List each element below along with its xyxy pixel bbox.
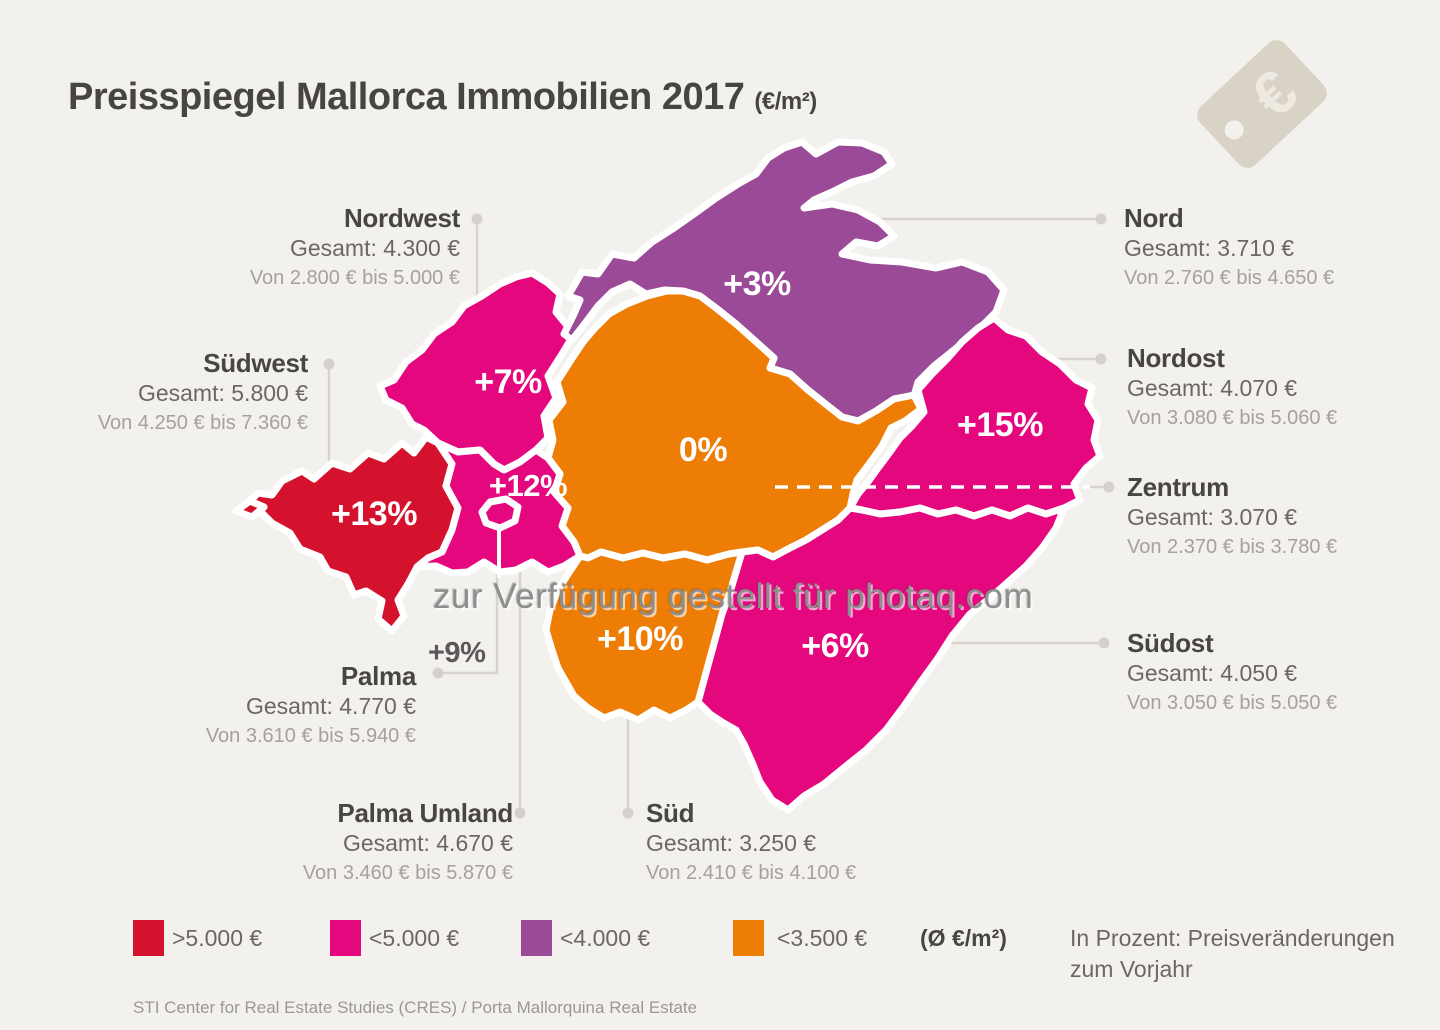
region-total: Gesamt: 5.800 € xyxy=(137,380,308,407)
region-total: Gesamt: 3.710 € xyxy=(1124,235,1295,262)
region-range: Von 2.800 € bis 5.000 € xyxy=(249,266,460,289)
connector-dots xyxy=(323,213,1115,819)
legend-label-orange: <3.500 € xyxy=(777,925,868,951)
region-label-palma: Palma Gesamt: 4.770 € Von 3.610 € bis 5.… xyxy=(206,661,416,748)
region-range: Von 2.410 € bis 4.100 € xyxy=(646,861,857,884)
region-range: Von 2.760 € bis 4.650 € xyxy=(1124,266,1335,289)
legend-label-purple: <4.000 € xyxy=(560,925,651,951)
legend-percent-note: In Prozent: Preisveränderungen zum Vorja… xyxy=(1070,925,1395,983)
dot-suedwest xyxy=(323,358,335,370)
region-name: Nordwest xyxy=(343,203,460,233)
pct-suedost: +6% xyxy=(801,627,869,665)
legend-average-unit: (Ø €/m²) xyxy=(920,925,1007,951)
region-range: Von 3.080 € bis 5.060 € xyxy=(1127,406,1338,429)
region-label-palma-umland: Palma Umland Gesamt: 4.670 € Von 3.460 €… xyxy=(303,798,513,885)
pct-nordost: +15% xyxy=(957,406,1043,444)
map-region-dragonera-islet xyxy=(232,497,268,521)
dot-nordost xyxy=(1095,353,1107,365)
region-total: Gesamt: 4.300 € xyxy=(289,235,460,262)
page-title-text: Preisspiegel Mallorca Immobilien 2017 xyxy=(68,76,745,118)
region-total: Gesamt: 3.250 € xyxy=(646,830,817,857)
connector-palma xyxy=(442,540,499,675)
legend-swatch-purple xyxy=(521,920,552,956)
dot-suedost xyxy=(1098,637,1110,649)
dot-palma-umland xyxy=(514,807,526,819)
dot-palma xyxy=(432,667,444,679)
region-label-sued: Süd Gesamt: 3.250 € Von 2.410 € bis 4.10… xyxy=(646,798,856,885)
region-name: Palma xyxy=(340,661,416,691)
region-range: Von 4.250 € bis 7.360 € xyxy=(97,411,308,434)
legend-label-pink: <5.000 € xyxy=(369,925,460,951)
pct-palma: +9% xyxy=(428,637,486,669)
page-title: Preisspiegel Mallorca Immobilien 2017 (€… xyxy=(68,76,817,119)
legend-swatch-pink xyxy=(330,920,361,956)
region-name: Südwest xyxy=(203,348,308,378)
dot-nord xyxy=(1095,213,1107,225)
region-name: Palma Umland xyxy=(337,798,513,828)
price-tag-hole xyxy=(1224,120,1244,140)
region-range: Von 3.460 € bis 5.870 € xyxy=(302,861,513,884)
dot-nordwest xyxy=(471,213,483,225)
legend-label-red: >5.000 € xyxy=(172,925,263,951)
region-total: Gesamt: 4.770 € xyxy=(245,693,416,720)
map-overlays xyxy=(497,485,1104,578)
pct-zentrum: 0% xyxy=(679,431,727,469)
region-label-suedwest: Südwest Gesamt: 5.800 € Von 4.250 € bis … xyxy=(98,348,308,435)
region-range: Von 2.370 € bis 3.780 € xyxy=(1127,535,1338,558)
region-total: Gesamt: 4.070 € xyxy=(1127,375,1298,402)
map-region-suedost xyxy=(694,504,1068,814)
region-total: Gesamt: 3.070 € xyxy=(1127,504,1298,531)
region-name: Südost xyxy=(1127,628,1214,658)
legend-swatch-orange xyxy=(733,920,764,956)
pct-nordwest: +7% xyxy=(474,363,542,401)
map-region-suedwest xyxy=(244,433,462,635)
map-regions xyxy=(232,138,1104,814)
dot-sued xyxy=(622,807,634,819)
region-name: Nordost xyxy=(1127,343,1225,373)
euro-price-tag-icon: € xyxy=(1197,40,1327,168)
region-range: Von 3.050 € bis 5.050 € xyxy=(1127,691,1338,714)
page-title-unit: (€/m²) xyxy=(754,88,817,115)
pct-palma-umland: +12% xyxy=(489,468,567,503)
pct-suedwest: +13% xyxy=(331,495,417,533)
dot-zentrum xyxy=(1103,481,1115,493)
region-label-suedost: Südost Gesamt: 4.050 € Von 3.050 € bis 5… xyxy=(1127,628,1337,715)
region-name: Nord xyxy=(1124,203,1184,233)
region-name: Süd xyxy=(646,798,695,828)
pct-sued: +10% xyxy=(597,620,683,658)
watermark: zur Verfügung gestellt für photaq.com xyxy=(433,577,1034,616)
map-region-sued xyxy=(542,548,746,724)
region-label-nord: Nord Gesamt: 3.710 € Von 2.760 € bis 4.6… xyxy=(1124,203,1334,290)
map-region-palma-city xyxy=(478,495,522,532)
region-name: Zentrum xyxy=(1127,472,1229,502)
map-percent-labels: +3% +7% 0% +15% +13% +12% +10% +6% xyxy=(331,265,1044,665)
source-credit: STI Center for Real Estate Studies (CRES… xyxy=(133,998,698,1017)
region-total: Gesamt: 4.050 € xyxy=(1127,660,1298,687)
region-range: Von 3.610 € bis 5.940 € xyxy=(205,724,416,747)
map-region-nordwest xyxy=(376,269,578,474)
legend-swatch-red xyxy=(133,920,164,956)
region-label-zentrum: Zentrum Gesamt: 3.070 € Von 2.370 € bis … xyxy=(1127,472,1337,559)
pct-nord: +3% xyxy=(723,265,791,303)
region-label-nordost: Nordost Gesamt: 4.070 € Von 3.080 € bis … xyxy=(1127,343,1337,430)
region-total: Gesamt: 4.670 € xyxy=(342,830,513,857)
region-label-nordwest: Nordwest Gesamt: 4.300 € Von 2.800 € bis… xyxy=(250,203,460,290)
